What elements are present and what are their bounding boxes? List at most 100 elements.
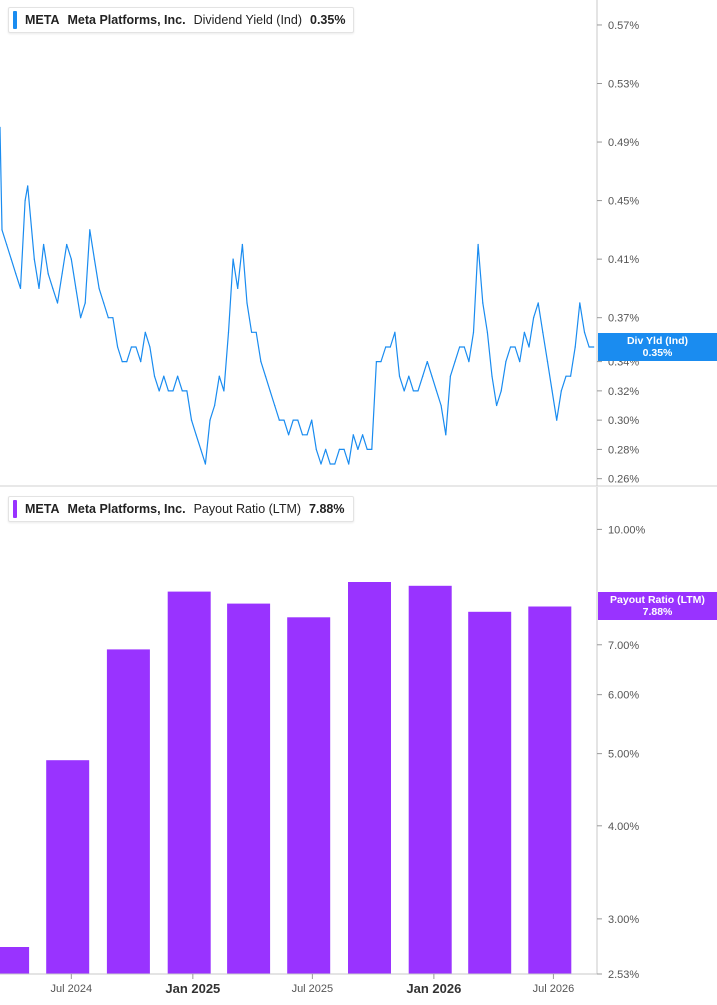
flag-value: 7.88% xyxy=(642,606,673,619)
legend-ticker: META xyxy=(25,13,60,27)
data-point xyxy=(227,331,230,333)
data-point xyxy=(408,375,410,377)
data-point xyxy=(348,463,350,465)
dividend-yield-price-flag: Div Yld (Ind) 0.35% xyxy=(598,332,717,361)
payout-ratio-plot xyxy=(0,582,572,974)
data-point xyxy=(468,361,470,363)
y-tick-label: 0.53% xyxy=(608,79,639,91)
data-point xyxy=(459,346,461,348)
dividend-yield-legend[interactable]: META Meta Platforms, Inc. Dividend Yield… xyxy=(8,7,355,33)
data-point xyxy=(435,390,438,392)
payout-ratio-bar xyxy=(227,603,271,974)
data-point xyxy=(528,346,530,348)
y-tick-label: 0.41% xyxy=(608,254,639,266)
data-point xyxy=(514,346,516,348)
data-point xyxy=(66,243,68,246)
legend-value: 7.88% xyxy=(309,502,345,516)
payout-ratio-price-flag: Payout Ratio (LTM) 7.88% xyxy=(598,592,717,621)
data-point xyxy=(117,346,119,348)
data-point xyxy=(486,331,488,333)
data-point xyxy=(93,258,95,260)
data-point xyxy=(570,375,572,377)
data-point xyxy=(84,302,86,304)
payout-ratio-bar xyxy=(408,585,452,974)
payout-ratio-bar xyxy=(106,649,150,974)
data-point xyxy=(556,419,558,421)
payout-ratio-bar xyxy=(348,582,391,974)
data-point xyxy=(477,243,479,246)
data-point xyxy=(375,361,377,363)
data-point xyxy=(394,331,396,333)
data-point xyxy=(403,390,405,392)
data-point xyxy=(10,258,12,260)
y-tick-label: 0.45% xyxy=(608,196,639,208)
data-point xyxy=(551,390,553,392)
y-tick-label: 3.00% xyxy=(608,914,639,926)
x-tick-label: Jul 2025 xyxy=(292,983,334,995)
data-point xyxy=(24,200,26,202)
data-point xyxy=(329,463,331,465)
data-point xyxy=(204,463,206,465)
payout-ratio-bar xyxy=(0,947,30,974)
data-point xyxy=(426,361,428,363)
payout-ratio-legend[interactable]: META Meta Platforms, Inc. Payout Ratio (… xyxy=(8,496,354,522)
data-point xyxy=(209,419,211,421)
data-point xyxy=(579,302,581,304)
data-point xyxy=(357,448,359,450)
data-point xyxy=(61,273,63,275)
data-point xyxy=(264,375,267,377)
y-tick-label: 5.00% xyxy=(608,749,639,761)
data-point xyxy=(47,273,49,275)
x-tick-label: Jul 2024 xyxy=(51,983,93,995)
data-point xyxy=(186,390,188,392)
data-point xyxy=(126,361,128,363)
legend-company: Meta Platforms, Inc. xyxy=(67,13,186,27)
data-point xyxy=(440,404,442,407)
data-point xyxy=(107,317,109,319)
data-point xyxy=(70,258,72,260)
data-point xyxy=(163,375,165,377)
data-point xyxy=(422,375,424,377)
y-tick-label: 7.00% xyxy=(608,640,639,652)
data-point xyxy=(491,375,493,377)
data-point xyxy=(546,361,549,363)
data-point xyxy=(505,361,507,363)
data-point xyxy=(533,317,535,319)
data-point xyxy=(445,434,447,436)
data-point xyxy=(288,434,290,436)
data-point xyxy=(56,302,59,304)
data-point xyxy=(560,390,562,392)
data-point xyxy=(135,346,137,348)
data-point xyxy=(417,390,419,392)
data-point xyxy=(52,287,54,289)
data-point xyxy=(301,434,304,436)
data-point xyxy=(1,229,3,231)
data-point xyxy=(43,243,45,246)
data-point xyxy=(306,434,308,436)
x-tick-label: Jan 2025 xyxy=(165,981,220,996)
data-point xyxy=(255,331,257,333)
data-point xyxy=(237,287,239,289)
data-point xyxy=(149,346,151,348)
legend-value: 0.35% xyxy=(310,13,346,27)
data-point xyxy=(449,375,451,377)
y-tick-label: 4.00% xyxy=(608,821,639,833)
dividend-yield-plot xyxy=(0,126,595,465)
data-point xyxy=(144,331,146,333)
data-point xyxy=(260,361,262,363)
data-point xyxy=(121,361,123,363)
y-tick-label: 10.00% xyxy=(608,524,646,536)
y-tick-label: 0.32% xyxy=(608,386,639,398)
data-point xyxy=(251,331,253,333)
data-point xyxy=(6,243,8,246)
data-point xyxy=(0,126,1,128)
data-point xyxy=(509,346,512,348)
data-point xyxy=(33,258,35,260)
data-point xyxy=(80,317,82,319)
series-swatch-icon xyxy=(13,11,17,29)
flag-label: Payout Ratio (LTM) xyxy=(610,594,705,607)
data-point xyxy=(38,287,40,289)
data-point xyxy=(75,287,77,289)
data-point xyxy=(389,346,391,348)
